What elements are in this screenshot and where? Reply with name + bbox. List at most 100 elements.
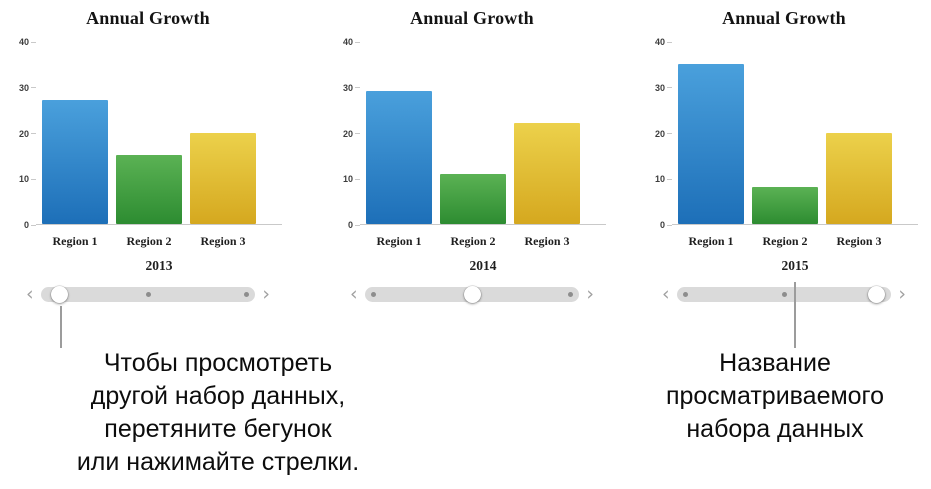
- y-tick-mark: [31, 87, 36, 89]
- annotation-line: Чтобы просмотреть: [103, 349, 333, 377]
- chart-area: 0 10 20 30 40: [8, 37, 288, 230]
- y-tick-label: 10: [654, 174, 665, 185]
- x-axis-labels: Region 1 Region 2 Region 3: [36, 234, 282, 249]
- slider-track[interactable]: [40, 285, 256, 303]
- chart-area: 0 10 20 30 40: [332, 37, 612, 230]
- slider-right-arrow-icon[interactable]: ›: [586, 282, 594, 305]
- slider-track[interactable]: [676, 285, 892, 303]
- dataset-slider: ‹ ›: [660, 282, 908, 305]
- y-tick-mark: [355, 87, 360, 89]
- callout-line-slider: [60, 306, 62, 348]
- dataset-year-label: 2015: [781, 258, 809, 273]
- y-tick-label: 10: [342, 174, 353, 185]
- chart-panel: Annual Growth 0 10 20 30 40 Region 1 Region 2…: [644, 8, 924, 308]
- annotation-line: другой набор данных,: [90, 382, 346, 410]
- slider-right-arrow-icon[interactable]: ›: [898, 282, 906, 305]
- y-tick-label: 20: [654, 128, 665, 139]
- dataset-year-label: 2013: [145, 258, 173, 273]
- y-axis: 0 10 20 30 40: [8, 37, 36, 230]
- bar-region-1[interactable]: [42, 100, 108, 224]
- bar-region-2[interactable]: [116, 155, 182, 224]
- bar-region-3[interactable]: [190, 132, 256, 224]
- slider-thumb[interactable]: [51, 285, 69, 303]
- y-tick-label: 40: [342, 37, 353, 47]
- y-tick-mark: [355, 41, 360, 43]
- dataset-year-label: 2014: [469, 258, 497, 273]
- y-tick-mark: [31, 41, 36, 43]
- callout-line-dataset-name: [794, 282, 796, 348]
- y-tick-label: 20: [18, 128, 29, 139]
- y-tick-mark: [667, 224, 672, 226]
- slider-thumb[interactable]: [463, 285, 481, 303]
- slider-track[interactable]: [364, 285, 580, 303]
- chart-panel: Annual Growth 0 10 20 30 40 Region 1 Region 2…: [332, 8, 612, 308]
- x-axis-labels: Region 1 Region 2 Region 3: [360, 234, 606, 249]
- chart-panel: Annual Growth 0 10 20 30 40 Region 1 Region 2…: [8, 8, 288, 308]
- y-tick-mark: [355, 224, 360, 226]
- y-tick-label: 0: [347, 220, 353, 230]
- y-tick-label: 30: [18, 82, 29, 93]
- slider-left-arrow-icon[interactable]: ‹: [662, 282, 670, 305]
- slider-right-arrow-icon[interactable]: ›: [262, 282, 270, 305]
- dataset-slider: ‹ ›: [24, 282, 272, 305]
- y-tick-label: 40: [18, 37, 29, 47]
- plot-area: [360, 42, 606, 225]
- x-category-label: Region 1: [688, 234, 734, 248]
- x-category-label: Region 1: [52, 234, 98, 248]
- x-category-label: Region 3: [524, 234, 570, 248]
- y-tick-label: 30: [342, 82, 353, 93]
- slider-left-arrow-icon[interactable]: ‹: [26, 282, 34, 305]
- slider-position-dot: [244, 291, 250, 297]
- chart-area: 0 10 20 30 40: [644, 37, 924, 230]
- annotation-line: набора данных: [686, 415, 864, 443]
- bar-region-1[interactable]: [678, 63, 744, 224]
- y-tick-mark: [667, 178, 672, 180]
- bar-region-1[interactable]: [366, 91, 432, 224]
- slider-position-dot: [145, 291, 151, 297]
- right-annotation: Название просматриваемого набора данных: [605, 347, 931, 446]
- slider-position-dot: [568, 291, 574, 297]
- y-tick-mark: [31, 224, 36, 226]
- y-tick-mark: [31, 133, 36, 134]
- bar-region-2[interactable]: [440, 173, 506, 224]
- annotation-line: или нажимайте стрелки.: [76, 448, 360, 476]
- x-category-label: Region 2: [126, 234, 172, 248]
- plot-area: [672, 42, 918, 225]
- plot-area: [36, 42, 282, 225]
- y-tick-label: 0: [23, 220, 29, 230]
- left-annotation: Чтобы просмотреть другой набор данных, п…: [18, 347, 418, 479]
- x-category-label: Region 2: [450, 234, 496, 248]
- slider-position-dot: [682, 291, 688, 297]
- y-tick-mark: [667, 133, 672, 134]
- y-tick-label: 30: [654, 82, 665, 93]
- y-tick-mark: [31, 178, 36, 180]
- bar-region-3[interactable]: [826, 132, 892, 224]
- chart-title: Annual Growth: [86, 8, 210, 28]
- slider-position-dot: [781, 291, 787, 297]
- x-category-label: Region 1: [376, 234, 422, 248]
- slider-left-arrow-icon[interactable]: ‹: [350, 282, 358, 305]
- y-tick-label: 0: [659, 220, 665, 230]
- bar-region-3[interactable]: [514, 123, 580, 224]
- y-tick-mark: [355, 178, 360, 180]
- chart-title: Annual Growth: [722, 8, 846, 28]
- y-tick-mark: [667, 87, 672, 89]
- x-category-label: Region 3: [200, 234, 246, 248]
- chart-title: Annual Growth: [410, 8, 534, 28]
- y-tick-label: 20: [342, 128, 353, 139]
- slider-position-dot: [370, 291, 376, 297]
- x-category-label: Region 2: [762, 234, 808, 248]
- y-tick-label: 10: [18, 174, 29, 185]
- y-tick-label: 40: [654, 37, 665, 47]
- y-tick-mark: [667, 41, 672, 43]
- x-axis-labels: Region 1 Region 2 Region 3: [672, 234, 918, 249]
- bar-region-2[interactable]: [752, 187, 818, 224]
- slider-thumb[interactable]: [867, 285, 885, 303]
- annotation-line: Название: [719, 349, 831, 377]
- annotation-line: просматриваемого: [665, 382, 885, 410]
- dataset-slider: ‹ ›: [348, 282, 596, 305]
- x-category-label: Region 3: [836, 234, 882, 248]
- annotation-line: перетяните бегунок: [104, 415, 332, 443]
- y-axis: 0 10 20 30 40: [332, 37, 360, 230]
